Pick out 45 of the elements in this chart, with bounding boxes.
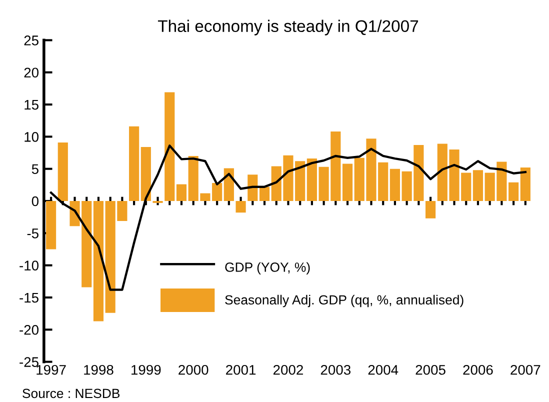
x-tick-label: 2002: [273, 364, 303, 375]
bar: [46, 201, 56, 250]
x-tick-label: 2007: [510, 364, 540, 375]
bar: [236, 201, 246, 213]
x-tick-label: 2005: [416, 364, 446, 375]
y-tick-label: 15: [24, 100, 38, 110]
x-tick-label: 2000: [178, 364, 208, 375]
y-tick-label: -20: [20, 324, 39, 335]
bar: [259, 186, 270, 201]
y-tick-label: 5: [32, 164, 38, 174]
y-tick-label: -5: [27, 228, 38, 238]
x-tick-label: 1998: [84, 364, 114, 375]
bar: [508, 182, 519, 201]
y-tick-label: 0: [32, 196, 39, 206]
bar: [176, 184, 187, 201]
bar: [164, 92, 175, 201]
legend-label: Seasonally Adj. GDP (qq, %, annualised): [225, 294, 464, 308]
bar: [306, 158, 317, 201]
x-tick-label: 1997: [36, 364, 66, 375]
bar: [212, 182, 222, 201]
x-tick-label: 2001: [226, 364, 256, 375]
bar: [58, 142, 68, 201]
bar: [93, 201, 104, 322]
y-tick-label: -15: [20, 292, 38, 303]
x-tick-label: 2003: [320, 364, 351, 375]
y-tick-label: -10: [20, 260, 39, 270]
y-tick-label: 20: [24, 68, 39, 78]
bar: [342, 164, 353, 201]
x-tick-label: 2006: [463, 364, 493, 375]
source-note: Source : NESDB: [22, 388, 120, 398]
bar: [472, 170, 484, 201]
legend-label: GDP (YOY, %): [225, 262, 310, 274]
bar: [426, 201, 436, 218]
line-series: [50, 144, 527, 291]
x-tick-label: 1999: [132, 364, 161, 375]
y-tick-label: 25: [24, 36, 38, 46]
bar: [129, 126, 140, 201]
bar: [520, 168, 530, 201]
y-tick-label: 10: [24, 132, 39, 142]
x-tick-label: 2004: [368, 364, 398, 375]
bar: [140, 146, 151, 201]
chart-title: Thai economy is steady in Q1/2007: [158, 20, 418, 36]
bar: [390, 168, 400, 201]
bar: [248, 174, 258, 201]
y-tick-label: -25: [20, 357, 38, 367]
